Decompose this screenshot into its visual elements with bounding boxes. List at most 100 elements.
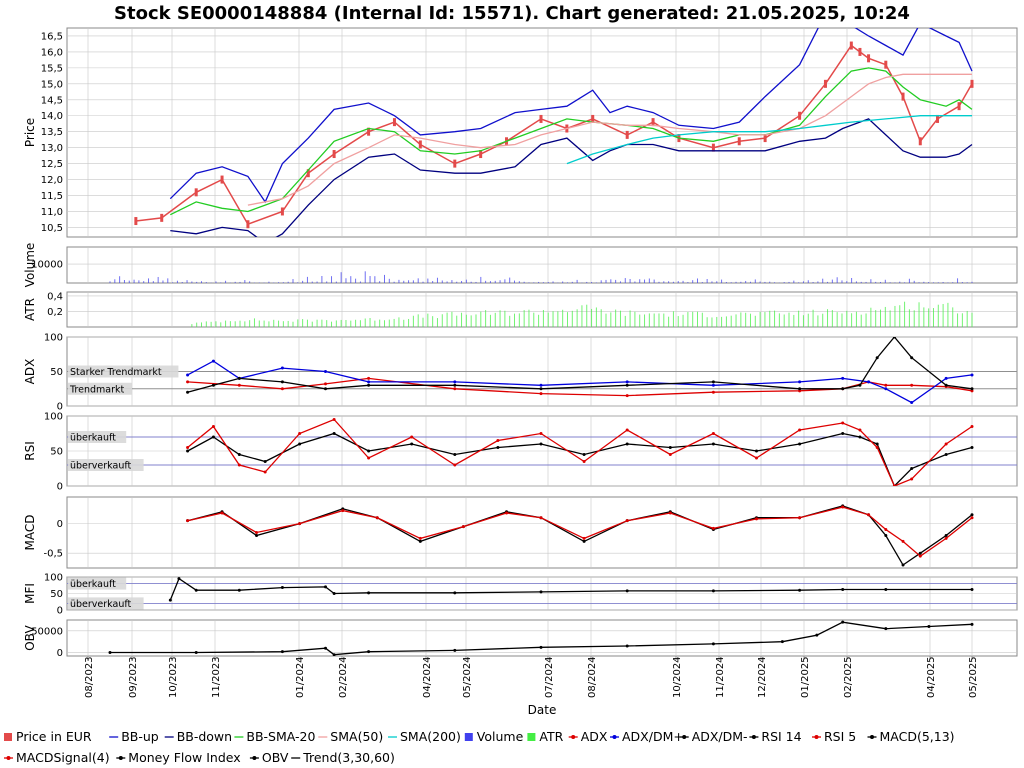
obv-point <box>280 650 284 654</box>
legend-item-price-in-eur: Price in EUR <box>4 729 92 744</box>
legend-item-volume: Volume <box>464 729 524 744</box>
rsi-14-point <box>755 449 758 453</box>
rsi-14-point <box>237 453 241 456</box>
money-flow-index-point <box>194 588 198 592</box>
adx-point <box>539 392 543 396</box>
price-y-axis-label: Price <box>23 118 37 147</box>
legend-swatch-dot <box>571 735 576 739</box>
legend-label: RSI 14 <box>761 729 801 744</box>
price-candle <box>849 41 853 50</box>
rsi-level-label: überverkauft <box>70 461 132 472</box>
macd-5-13-point <box>255 533 259 537</box>
macdsignal-4-point <box>418 536 422 540</box>
macdsignal-4-point <box>582 536 586 540</box>
x-tick-label: 08/2023 <box>84 656 95 698</box>
rsi-level-label: überkauft <box>70 433 116 444</box>
bb-down-line <box>170 118 973 237</box>
rsi-14-point <box>211 435 215 439</box>
adx-line <box>187 377 973 397</box>
x-tick-label: 07/2024 <box>544 656 555 698</box>
x-tick-label: 01/2024 <box>295 656 306 698</box>
legend-item-rsi-5: RSI 5 <box>812 729 856 744</box>
rsi-5-point <box>755 456 758 460</box>
legend-label: Money Flow Index <box>128 750 240 765</box>
adx-point <box>324 382 327 386</box>
rsi-5-point <box>211 425 215 428</box>
obv-point <box>194 651 198 655</box>
price-candle <box>160 213 164 222</box>
adx-dm-point <box>211 359 215 363</box>
x-tick-label: 04/2025 <box>926 656 937 698</box>
rsi-5-point <box>186 446 190 449</box>
macdsignal-4-point <box>711 526 715 530</box>
mfi-y-tick: 50 <box>50 589 63 600</box>
adx-point <box>970 389 974 393</box>
obv-point <box>367 650 371 654</box>
panel-price: 10,5 11,0 11,5 12,0 12,5 13,0 13,5 14,0 14,5 15,0… <box>23 27 1018 238</box>
price-candle <box>453 159 457 168</box>
obv-point <box>884 627 888 631</box>
legend-label: ADX/DM- <box>692 729 748 744</box>
adx-dm-point <box>970 373 974 377</box>
bb-up-line <box>169 28 973 204</box>
rsi-series-group <box>186 418 974 486</box>
adx-y-tick: 50 <box>50 367 63 378</box>
rsi-5-point <box>625 428 629 432</box>
price-candle <box>134 217 138 226</box>
rsi-14-point <box>496 446 500 449</box>
legend-swatch-dot <box>118 756 123 760</box>
obv-point <box>970 622 974 626</box>
rsi-14-point <box>263 460 267 463</box>
rsi-14-point <box>858 435 862 439</box>
legend-label: SMA(50) <box>330 729 383 744</box>
rsi-5-point <box>332 418 336 421</box>
macdsignal-4-point <box>901 539 905 543</box>
rsi-y-axis-label: RSI <box>23 441 37 461</box>
legend-label: Volume <box>477 729 524 744</box>
obv-point <box>815 633 819 637</box>
adx-dm-point <box>884 387 888 391</box>
price-y-tick: 11,0 <box>41 207 63 218</box>
macd-y-tick: -0,5 <box>43 549 63 560</box>
x-tick-label: 01/2025 <box>800 656 811 698</box>
macdsignal-4-point <box>944 536 948 540</box>
rsi-14-point <box>798 442 802 446</box>
rsi-5-point <box>410 435 414 439</box>
rsi-14-point <box>625 442 629 446</box>
price-candle <box>280 207 284 216</box>
volume-y-axis-label: Volume <box>23 243 37 288</box>
legend-swatch-dot <box>252 756 257 760</box>
adx-y-tick: 0 <box>57 402 63 413</box>
price-candle <box>798 111 802 120</box>
adx-dm-point <box>875 356 879 360</box>
price-candle <box>246 220 250 229</box>
adx-dm-point <box>211 383 215 387</box>
atr-y-tick: 0,4 <box>47 291 63 302</box>
price-candle <box>957 102 961 111</box>
price-candle <box>332 150 336 159</box>
obv-point <box>711 642 715 646</box>
rsi-5-point <box>263 470 267 474</box>
adx-dm-point <box>625 380 629 384</box>
panel-rsi: 0 50 100 RSI überkauft überverkauft <box>23 412 1018 493</box>
money-flow-index-point <box>324 585 327 589</box>
adx-dm-point <box>944 376 948 380</box>
x-tick-label: 12/2024 <box>757 656 768 698</box>
money-flow-index-point <box>332 592 336 595</box>
legend-swatch <box>527 733 536 741</box>
rsi-5-point <box>892 484 896 486</box>
money-flow-index-point <box>237 588 241 592</box>
macd-5-13-point <box>418 539 422 543</box>
adx-dm-point <box>867 380 871 384</box>
legend-item-macdsignal-4: MACDSignal(4) <box>4 750 110 765</box>
legend-swatch-dot <box>682 735 687 739</box>
rsi-5-point <box>970 425 974 428</box>
price-candle <box>479 150 483 159</box>
indicator-panels: 10,5 11,0 11,5 12,0 12,5 13,0 13,5 14,0 14,5 15,0… <box>23 27 1018 659</box>
legend-label: Trend(3,30,60) <box>302 750 395 765</box>
rsi-14-point <box>668 446 672 449</box>
macdsignal-4-point <box>375 516 379 520</box>
adx-point <box>280 387 284 391</box>
mfi-y-axis-label: MFI <box>23 583 37 604</box>
